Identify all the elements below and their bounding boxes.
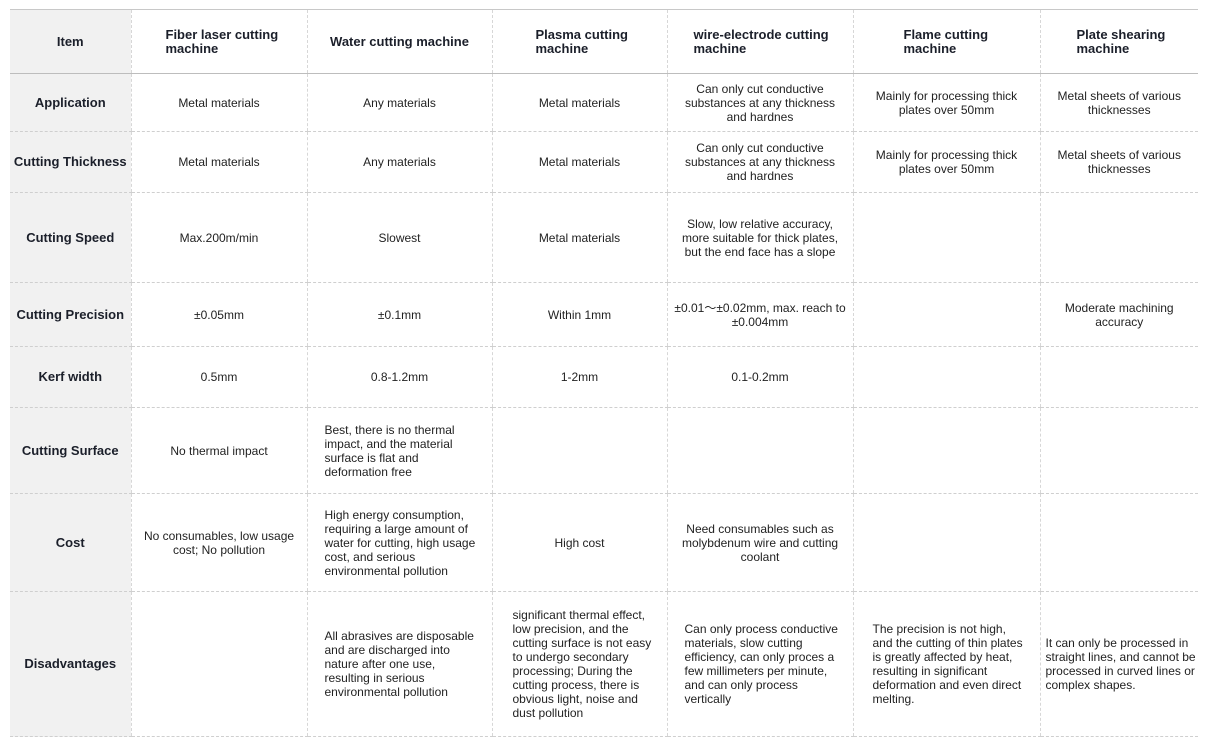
cell-plasma: 1-2mm	[491, 346, 667, 408]
cell-flame: Mainly for processing thick plates over …	[852, 131, 1040, 193]
cell-plasma: High cost	[491, 493, 667, 592]
cell-plasma: Metal materials	[491, 192, 667, 283]
cell-fiber: No consumables, low usage cost; No pollu…	[130, 493, 307, 592]
cell-shear	[1039, 493, 1198, 592]
cell-plasma: Metal materials	[491, 73, 667, 132]
cell-wire: ±0.01～±0.02mm, max. reach to ±0.004mm	[666, 282, 853, 347]
cell-flame	[852, 407, 1040, 494]
cell-fiber	[130, 591, 307, 737]
cell-flame	[852, 346, 1040, 408]
table-row: Cutting Thickness Metal materials Any ma…	[10, 131, 1198, 193]
row-label-cutting-surface: Cutting Surface	[10, 407, 131, 494]
cell-plasma	[491, 407, 667, 494]
cell-fiber: Max.200m/min	[130, 192, 307, 283]
cell-water: Slowest	[306, 192, 492, 283]
cutting-machine-comparison-table: Item Fiber laser cutting machine Water c…	[10, 9, 1198, 737]
cell-flame	[852, 493, 1040, 592]
table-row: Application Metal materials Any material…	[10, 73, 1198, 132]
cell-flame: The precision is not high, and the cutti…	[852, 591, 1040, 737]
cell-fiber: No thermal impact	[130, 407, 307, 494]
row-label-cost: Cost	[10, 493, 131, 592]
cell-wire: Can only cut conductive substances at an…	[666, 131, 853, 193]
cell-wire: 0.1-0.2mm	[666, 346, 853, 408]
cell-water: All abrasives are disposable and are dis…	[306, 591, 492, 737]
table-row: Cutting Precision ±0.05mm ±0.1mm Within …	[10, 282, 1198, 347]
cell-fiber: 0.5mm	[130, 346, 307, 408]
header-item: Item	[10, 9, 131, 74]
cell-water: 0.8-1.2mm	[306, 346, 492, 408]
header-plate-shearing: Plate shearing machine	[1039, 9, 1198, 74]
header-plasma-cutting: Plasma cutting machine	[491, 9, 667, 74]
cell-fiber: ±0.05mm	[130, 282, 307, 347]
header-water-cutting: Water cutting machine	[306, 9, 492, 74]
cell-water: Best, there is no thermal impact, and th…	[306, 407, 492, 494]
table-row: Cutting Surface No thermal impact Best, …	[10, 407, 1198, 494]
cell-shear	[1039, 346, 1198, 408]
cell-shear: Metal sheets of various thicknesses	[1039, 131, 1198, 193]
row-label-application: Application	[10, 73, 131, 132]
header-fiber-laser: Fiber laser cutting machine	[130, 9, 307, 74]
cell-plasma: significant thermal effect, low precisio…	[491, 591, 667, 737]
cell-shear	[1039, 192, 1198, 283]
cell-flame	[852, 282, 1040, 347]
cell-wire: Slow, low relative accuracy, more suitab…	[666, 192, 853, 283]
cell-fiber: Metal materials	[130, 131, 307, 193]
comparison-table-wrapper: Item Fiber laser cutting machine Water c…	[10, 9, 1198, 737]
cell-wire: Can only process conductive materials, s…	[666, 591, 853, 737]
cell-plasma: Metal materials	[491, 131, 667, 193]
row-label-cutting-speed: Cutting Speed	[10, 192, 131, 283]
row-label-kerf-width: Kerf width	[10, 346, 131, 408]
cell-plasma: Within 1mm	[491, 282, 667, 347]
cell-shear: It can only be processed in straight lin…	[1039, 591, 1198, 737]
cell-shear: Moderate machining accuracy	[1039, 282, 1198, 347]
row-label-cutting-precision: Cutting Precision	[10, 282, 131, 347]
cell-water: Any materials	[306, 73, 492, 132]
table-row: Cutting Speed Max.200m/min Slowest Metal…	[10, 192, 1198, 283]
table-row: Kerf width 0.5mm 0.8-1.2mm 1-2mm 0.1-0.2…	[10, 346, 1198, 408]
table-row: Disadvantages All abrasives are disposab…	[10, 591, 1198, 737]
header-wire-electrode: wire-electrode cutting machine	[666, 9, 853, 74]
header-flame-cutting: Flame cutting machine	[852, 9, 1040, 74]
row-label-cutting-thickness: Cutting Thickness	[10, 131, 131, 193]
cell-shear	[1039, 407, 1198, 494]
cell-flame: Mainly for processing thick plates over …	[852, 73, 1040, 132]
table-row: Cost No consumables, low usage cost; No …	[10, 493, 1198, 592]
cell-wire: Need consumables such as molybdenum wire…	[666, 493, 853, 592]
cell-water: ±0.1mm	[306, 282, 492, 347]
cell-water: High energy consumption, requiring a lar…	[306, 493, 492, 592]
cell-flame	[852, 192, 1040, 283]
cell-shear: Metal sheets of various thicknesses	[1039, 73, 1198, 132]
row-label-disadvantages: Disadvantages	[10, 591, 131, 737]
cell-water: Any materials	[306, 131, 492, 193]
header-row: Item Fiber laser cutting machine Water c…	[10, 9, 1198, 74]
cell-wire: Can only cut conductive substances at an…	[666, 73, 853, 132]
cell-fiber: Metal materials	[130, 73, 307, 132]
cell-wire	[666, 407, 853, 494]
